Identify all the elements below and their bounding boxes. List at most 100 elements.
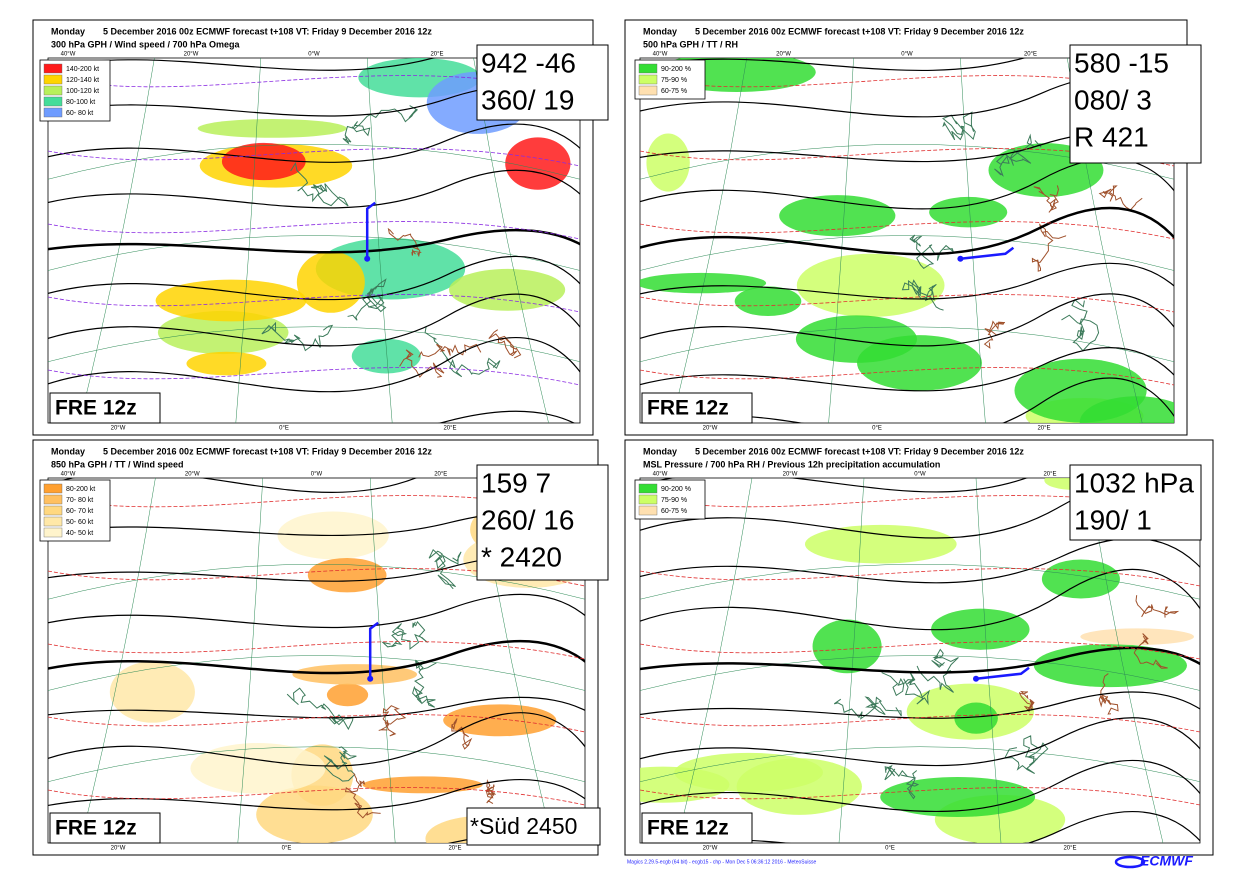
contour	[48, 640, 585, 675]
shaded-field	[812, 619, 882, 674]
legend-label: 90-200 %	[661, 66, 691, 73]
info-line: 1032 hPa	[1074, 467, 1194, 498]
graticule-label: 20°W	[185, 472, 200, 478]
shaded-field	[795, 315, 917, 363]
contour	[640, 537, 1200, 584]
graticule-label: 20°E	[434, 472, 447, 478]
isotherm	[640, 294, 1174, 313]
graticule-label: 20°E	[1024, 52, 1037, 58]
graticule-line	[671, 58, 748, 423]
contour	[48, 255, 580, 301]
shaded-field	[929, 196, 1008, 228]
legend-swatch	[43, 74, 63, 85]
isotherm	[640, 367, 1174, 386]
legend-swatch	[638, 85, 658, 96]
graticule-line	[48, 144, 580, 180]
header-run: 5 December 2016 00z ECMWF forecast t+108…	[103, 26, 432, 36]
contour	[48, 556, 585, 582]
legend-swatch	[638, 483, 658, 494]
graticule-label: 20°E	[448, 846, 461, 852]
shaded-field	[190, 743, 326, 794]
coastline	[342, 105, 419, 145]
isotherm	[48, 787, 585, 806]
isotherm	[48, 294, 580, 313]
contour	[640, 482, 1200, 539]
info-line: 260/ 16	[481, 504, 574, 535]
legend-label: 40- 50 kt	[66, 530, 93, 537]
shaded-field	[449, 268, 566, 311]
shaded-field	[296, 251, 365, 313]
info-line: 190/ 1	[1074, 504, 1152, 535]
header-product: MSL Pressure / 700 hPa RH / Previous 12h…	[643, 459, 940, 469]
coastline	[428, 548, 462, 590]
legend-label: 75-90 %	[661, 77, 687, 84]
legend-swatch	[43, 505, 63, 516]
isotherm	[48, 148, 580, 167]
shaded-field	[221, 142, 306, 181]
border	[344, 772, 381, 819]
legend-label: 70- 80 kt	[66, 497, 93, 504]
graticule-label: 0°E	[282, 846, 292, 852]
header-product: 850 hPa GPH / TT / Wind speed	[51, 459, 183, 469]
contour	[640, 568, 1200, 631]
isotherm	[640, 221, 1174, 240]
graticule-label: 40°W	[653, 472, 668, 478]
legend-swatch	[43, 63, 63, 74]
isotherm	[48, 367, 580, 386]
legend-swatch	[43, 107, 63, 118]
shaded-field	[674, 752, 823, 792]
legend-label: 60-75 %	[661, 88, 687, 95]
graticule-label: 0°W	[311, 472, 323, 478]
graticule-label: 40°W	[61, 52, 76, 58]
graticule-label: 20°E	[443, 426, 456, 432]
contour	[48, 85, 580, 117]
graticule-line	[369, 478, 396, 843]
contour	[640, 759, 1200, 813]
legend-label: 140-200 kt	[66, 66, 99, 73]
station-label: FRE 12z	[647, 817, 729, 840]
coastline	[1061, 298, 1100, 352]
graticule-label: 20°E	[1063, 846, 1076, 852]
graticule-label: 20°W	[776, 52, 791, 58]
legend-swatch	[43, 85, 63, 96]
coastline	[994, 133, 1042, 177]
legend-swatch	[638, 494, 658, 505]
isotherm	[48, 641, 585, 660]
shaded-field	[734, 286, 802, 317]
graticule-label: 0°W	[914, 472, 926, 478]
legend-label: 60-75 %	[661, 508, 687, 515]
graticule-line	[366, 58, 393, 423]
map-content	[48, 58, 580, 423]
info-line: R 421	[1074, 121, 1149, 152]
graticule-label: 40°W	[653, 52, 668, 58]
shaded-field	[157, 310, 289, 355]
border	[1098, 185, 1143, 211]
graticule-line	[48, 746, 585, 782]
graticule-label: 20°E	[1043, 472, 1056, 478]
shaded-field	[646, 133, 690, 192]
contour	[640, 293, 1174, 347]
contour	[640, 646, 1200, 674]
border	[485, 779, 496, 805]
corner-box	[466, 807, 601, 846]
graticule-line	[48, 235, 580, 271]
header-run: 5 December 2016 00z ECMWF forecast t+108…	[695, 26, 1024, 36]
contour	[48, 228, 580, 254]
shaded-field	[796, 253, 945, 318]
contour	[48, 123, 580, 163]
info-line: 159 7	[481, 467, 551, 498]
logo-globe	[1114, 855, 1146, 869]
shaded-field	[256, 785, 373, 843]
wind-barb	[975, 666, 1030, 680]
contour	[640, 132, 1174, 163]
contour	[48, 712, 585, 767]
border	[387, 227, 422, 258]
shaded-field	[155, 279, 307, 322]
station-label: FRE 12z	[647, 397, 729, 420]
coastline	[909, 234, 955, 270]
graticule-line	[48, 655, 585, 691]
